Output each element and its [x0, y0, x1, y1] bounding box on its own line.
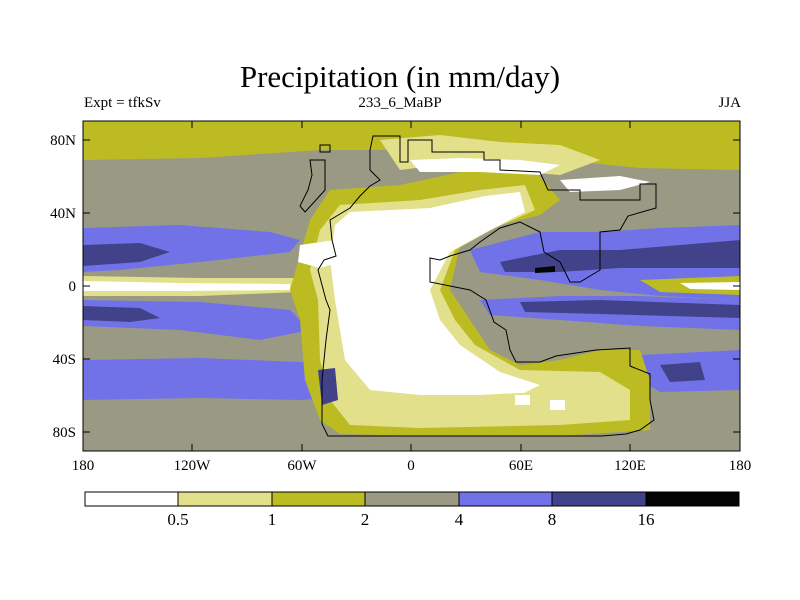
map-fields	[83, 121, 740, 451]
time-label: 233_6_MaBP	[358, 95, 442, 111]
field-darkblue-north-pacific	[83, 243, 170, 266]
colorbar-box-5	[458, 491, 553, 507]
colorbar-box-1	[84, 491, 179, 507]
map-title: Precipitation (in mm/day)	[239, 59, 561, 94]
field-darkblue-south-tethys	[520, 300, 740, 318]
field-east-white	[680, 282, 740, 290]
ytick-label: 40S	[52, 352, 76, 368]
colorbar-label: 8	[547, 510, 557, 529]
xtick-label: 180	[71, 458, 95, 474]
axis-ticks	[82, 121, 741, 451]
season-label: JJA	[718, 95, 741, 111]
field-black-max	[535, 266, 555, 273]
xtick-label: 0	[407, 458, 415, 474]
field-darkblue-tethys	[500, 240, 740, 272]
field-darkblue-south-pacific	[83, 306, 160, 322]
colorbar-label: 2	[360, 510, 370, 529]
xtick-label: 60W	[287, 458, 317, 474]
ytick-label: 0	[68, 279, 77, 295]
experiment-label: Expt = tfkSv	[84, 95, 161, 111]
colorbar-box-3	[271, 491, 366, 507]
colorbar-box-4	[364, 491, 460, 507]
colorbar-label: 0.5	[167, 510, 189, 529]
xtick-label: 60E	[508, 458, 534, 474]
field-west-white	[298, 240, 340, 268]
colorbar-label: 4	[454, 510, 464, 529]
island-outline-1	[319, 144, 331, 153]
continent-outline	[317, 135, 657, 437]
colorbar-box-7	[645, 491, 740, 507]
field-darkblue-south-indian	[660, 362, 705, 382]
ytick-label: 40N	[50, 206, 76, 222]
colorbar-box-2	[177, 491, 273, 507]
colorbar	[84, 491, 740, 507]
colorbar-label: 1	[267, 510, 277, 529]
ytick-label: 80N	[50, 133, 76, 149]
field-pangaea-white	[330, 192, 540, 395]
field-northeast-white	[560, 176, 650, 192]
colorbar-label: 16	[637, 510, 655, 529]
colorbar-box-6	[551, 491, 647, 507]
island-outline-2	[299, 159, 326, 213]
field-antarctic-white-1	[515, 395, 530, 405]
field-antarctic-white-2	[550, 400, 565, 410]
field-western-darkblue	[318, 368, 338, 405]
ytick-label: 80S	[52, 425, 76, 441]
xtick-label: 180	[728, 458, 752, 474]
field-equatorial-white	[83, 281, 290, 291]
xtick-label: 120W	[173, 458, 211, 474]
xtick-label: 120E	[614, 458, 646, 474]
